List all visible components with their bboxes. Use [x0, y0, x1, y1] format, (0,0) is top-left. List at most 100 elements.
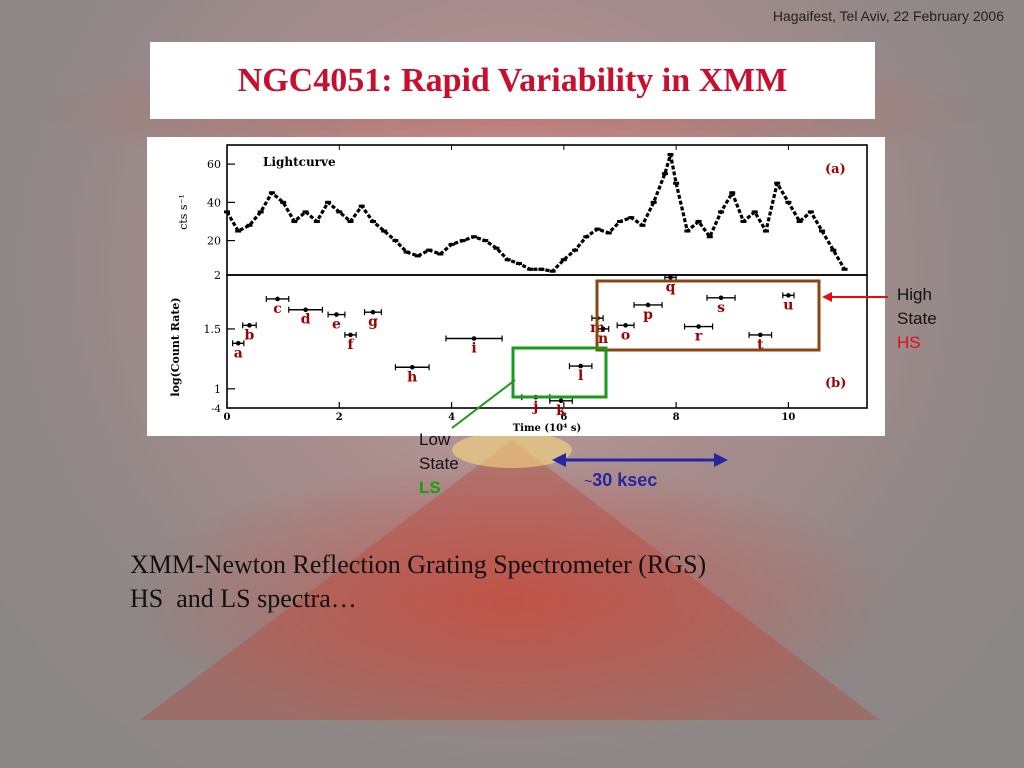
lightcurve-point	[639, 223, 646, 227]
low-state-line2: State	[419, 454, 459, 473]
lightcurve-point	[369, 219, 376, 223]
lightcurve-point	[785, 200, 792, 204]
point-o-label: o	[621, 327, 630, 343]
lightcurve-point	[257, 210, 264, 214]
point-c	[275, 296, 280, 302]
point-i	[471, 336, 477, 341]
event-note: Hagaifest, Tel Aviv, 22 February 2006	[772, 8, 1004, 24]
panel-b-ytick-label: 1.5	[204, 323, 222, 336]
lightcurve-point	[246, 223, 253, 227]
lightcurve-point	[515, 262, 522, 266]
lightcurve-point	[729, 191, 736, 195]
lightcurve-point	[830, 248, 837, 252]
lightcurve-point	[616, 219, 623, 223]
xaxis-label: Time (10⁴ s)	[513, 423, 582, 434]
point-d	[303, 307, 308, 313]
span-tilde: ~	[584, 473, 593, 489]
lightcurve-point	[549, 269, 556, 273]
lightcurve-point	[291, 219, 298, 223]
point-f	[348, 332, 353, 338]
lightcurve-point	[302, 210, 309, 214]
point-r-label: r	[695, 329, 703, 345]
panel-b-xtick-label: 6	[560, 412, 567, 423]
lightcurve-point	[774, 181, 781, 185]
lightcurve-point	[392, 239, 399, 243]
high-state-line1: High	[897, 285, 932, 304]
lightcurve-point	[841, 267, 848, 271]
high-state-abbr: HS	[897, 333, 921, 352]
low-state-abbr: LS	[419, 478, 441, 497]
point-k-label: k	[556, 403, 566, 419]
lightcurve-point	[751, 210, 758, 214]
panel-b-ylabel: log(Count Rate)	[169, 297, 182, 396]
point-n-label: n	[598, 331, 608, 347]
lightcurve-point	[325, 200, 332, 204]
lightcurve-point	[414, 254, 421, 258]
high-state-line2: State	[897, 309, 937, 328]
span-arrow-left-head	[552, 453, 566, 467]
panel-a-ytick-label: 40	[207, 196, 221, 209]
lightcurve-point	[560, 258, 567, 262]
lightcurve-point	[437, 252, 444, 256]
lightcurve-point	[448, 242, 455, 246]
point-s-label: s	[717, 300, 725, 316]
point-p-label: p	[643, 307, 653, 323]
lightcurve-point	[224, 210, 230, 214]
lightcurve-point	[347, 219, 354, 223]
lightcurve-point	[493, 246, 500, 250]
lightcurve-point	[381, 229, 388, 233]
point-d-label: d	[301, 312, 311, 328]
lightcurve-point	[471, 235, 478, 239]
point-g-label: g	[368, 314, 378, 330]
point-i-label: i	[471, 341, 476, 357]
panel-b-xtick-label: 8	[673, 412, 680, 423]
point-t-label: t	[757, 337, 764, 353]
lightcurve-point	[403, 250, 410, 254]
point-k	[558, 398, 564, 404]
low-state-line1: Low	[419, 430, 451, 449]
high-state-annotation: High State HS	[897, 283, 937, 355]
low-state-annotation: Low State LS	[419, 428, 459, 500]
body-line-2: HS and LS spectra…	[130, 584, 357, 613]
lightcurve-point	[807, 210, 814, 214]
point-b-label: b	[245, 327, 255, 343]
point-e	[334, 312, 339, 317]
lightcurve-point	[667, 153, 674, 157]
lightcurve-point	[594, 227, 601, 231]
panel-b-label: (b)	[825, 376, 846, 391]
point-c-label: c	[273, 301, 282, 317]
point-u-label: u	[783, 297, 793, 313]
point-f-label: f	[347, 337, 354, 353]
lightcurve-point	[673, 181, 680, 185]
lightcurve-point	[268, 191, 275, 195]
lightcurve-point	[695, 219, 702, 223]
lightcurve-point	[819, 229, 826, 233]
panel-b-xtick-label: 2	[336, 412, 343, 423]
panel-a-title: Lightcurve	[263, 155, 336, 169]
point-h-label: h	[407, 369, 417, 385]
span-arrow-right-head	[714, 453, 728, 467]
panel-b-xtick-label: 4	[448, 412, 455, 423]
body-line-1: XMM-Newton Reflection Grating Spectromet…	[130, 550, 707, 579]
panel-a-ytick-label: 2	[214, 269, 221, 282]
lightcurve-point	[762, 229, 769, 233]
lightcurve-point	[661, 172, 668, 176]
panel-b-xtick-label: 0	[224, 412, 231, 423]
lightcurve-point	[718, 210, 725, 214]
slide-title: NGC4051: Rapid Variability in XMM	[237, 61, 788, 99]
title-box: NGC4051: Rapid Variability in XMM	[150, 42, 875, 119]
point-q-label: q	[666, 279, 676, 295]
lightcurve-point	[605, 231, 612, 235]
point-e-label: e	[332, 317, 341, 333]
point-b	[247, 323, 252, 328]
panel-b-xtick-label: 10	[781, 412, 795, 423]
lightcurve-point	[459, 239, 466, 243]
lightcurve-point	[538, 267, 545, 271]
panel-b-ytick-label: 1	[214, 383, 221, 396]
point-h	[409, 364, 415, 370]
point-j-label: j	[531, 399, 538, 415]
point-a	[235, 340, 241, 346]
body-text: XMM-Newton Reflection Grating Spectromet…	[130, 548, 930, 616]
lightcurve-point	[336, 210, 343, 214]
lightcurve-point	[572, 248, 579, 252]
